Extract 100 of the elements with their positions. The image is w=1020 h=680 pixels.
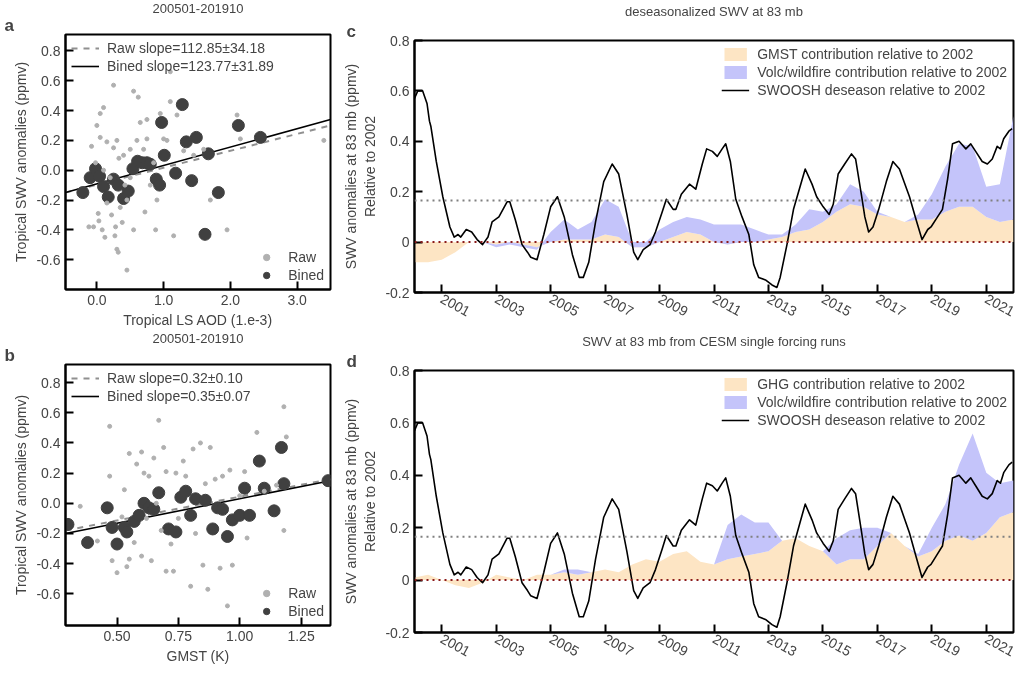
- legend-label: Raw slope=112.85±34.18: [107, 40, 266, 56]
- point: [217, 565, 223, 571]
- x-tick-label: 2015: [819, 290, 855, 320]
- point: [274, 482, 280, 488]
- y-tick-label: 0.8: [41, 374, 61, 391]
- x-tick-label: 2.0: [220, 291, 241, 308]
- point: [77, 503, 83, 509]
- point: [180, 458, 186, 464]
- y-tick-label: 0.6: [41, 404, 61, 421]
- point: [190, 446, 196, 452]
- x-tick-label: 1.25: [287, 627, 315, 644]
- point: [107, 473, 113, 479]
- point: [207, 444, 213, 450]
- y-tick-label: 0.8: [390, 32, 410, 49]
- point: [148, 558, 154, 564]
- point: [197, 440, 203, 446]
- legend-label: Volc/wildfire contribution relative to 2002: [757, 64, 1007, 80]
- text: a: [4, 15, 15, 35]
- x-tick-label: 0.50: [103, 627, 131, 644]
- y-axis-title: Tropical SWV anomalies (ppmv): [13, 61, 30, 263]
- x-tick-label: 2007: [601, 630, 637, 660]
- point: [139, 449, 145, 455]
- x-tick-label: 2015: [819, 630, 855, 660]
- legend-label: Raw slope=0.32±0.10: [107, 370, 243, 386]
- chart-title: SWV at 83 mb from CESM single forcing runs: [582, 333, 847, 349]
- y-axis-title: Tropical SWV anomalies (ppmv): [13, 394, 30, 596]
- text: b: [4, 345, 15, 365]
- legend-label: GMST contribution relative to 2002: [757, 46, 974, 62]
- point: [193, 530, 199, 536]
- point: [161, 444, 167, 450]
- legend-label: Raw: [288, 585, 317, 601]
- y-tick-label: 0.2: [390, 519, 410, 536]
- point: [156, 417, 162, 423]
- x-tick-label: 2009: [655, 290, 691, 320]
- y-tick-label: 0.6: [390, 82, 410, 99]
- x-tick-label: 2013: [764, 290, 800, 320]
- y-tick-label: 0.2: [41, 132, 61, 149]
- legend-label: SWOOSH deseason relative to 2002: [757, 412, 986, 428]
- y-tick-label: 0.8: [41, 42, 61, 59]
- point: [220, 473, 226, 479]
- x-tick-label: 2021: [982, 290, 1018, 320]
- legend-label: Bined slope=123.77±31.89: [107, 58, 274, 74]
- x-tick-label: 2017: [873, 630, 909, 660]
- point: [173, 470, 179, 476]
- legend-label: SWOOSH deseason relative to 2002: [757, 82, 986, 98]
- point: [224, 603, 230, 609]
- point: [94, 538, 100, 544]
- y-tick-label: 0.2: [41, 465, 61, 482]
- point: [170, 568, 176, 574]
- point: [119, 514, 125, 520]
- x-tick-label: 2019: [927, 290, 964, 320]
- y-axis-title: SWV anomalies at 83 mb (ppmv) Relative to 2002: [343, 63, 379, 270]
- y-tick-label: 0.2: [390, 183, 410, 200]
- x-tick-label: 2001: [437, 630, 474, 660]
- point: [114, 570, 120, 576]
- x-tick-label: 1.0: [153, 291, 174, 308]
- legend-label: Bined: [288, 267, 324, 283]
- y-tick-label: -0.2: [36, 192, 61, 209]
- x-tick-label: 0.0: [87, 291, 107, 308]
- point: [183, 473, 189, 479]
- y-tick-label: 0.0: [41, 162, 61, 179]
- y-axis-title: SWV anomalies at 83 mb (ppmv) Relative to 2002: [343, 398, 379, 605]
- x-tick-label: 2005: [546, 290, 582, 320]
- y-tick-label: -0.2: [385, 284, 410, 301]
- x-tick-label: 1.00: [226, 627, 254, 644]
- point: [237, 493, 243, 499]
- y-tick-label: 0.4: [390, 133, 410, 150]
- point: [168, 541, 174, 547]
- x-tick-label: 2007: [601, 290, 637, 320]
- y-tick-label: -0.4: [36, 555, 61, 572]
- point: [254, 429, 260, 435]
- point: [158, 527, 164, 533]
- point: [109, 558, 115, 564]
- point: [163, 568, 169, 574]
- x-tick-label: 2013: [764, 630, 800, 660]
- text: c: [346, 21, 356, 41]
- y-tick-label: 0.4: [390, 467, 410, 484]
- point: [143, 515, 149, 521]
- y-tick-label: -0.6: [36, 251, 61, 268]
- point: [229, 562, 235, 568]
- point: [281, 527, 287, 533]
- x-tick-label: 2003: [492, 630, 528, 660]
- point: [131, 540, 137, 546]
- y-tick-label: -0.2: [385, 624, 410, 641]
- legend-label: Bined slope=0.35±0.07: [107, 388, 251, 404]
- point: [202, 481, 208, 487]
- x-tick-label: 2019: [927, 630, 964, 660]
- legend-label: Bined: [288, 603, 324, 619]
- point: [188, 583, 194, 589]
- x-axis-title: GMST (K): [166, 647, 230, 664]
- y-tick-label: 0.0: [41, 495, 61, 512]
- chart-title: 200501-201910: [152, 0, 244, 16]
- point: [244, 535, 250, 541]
- chart-title: 200501-201910: [152, 330, 244, 346]
- x-axis-title: Tropical LS AOD (1.e-3): [123, 311, 273, 328]
- point: [281, 404, 287, 410]
- x-tick-label: 2003: [492, 290, 528, 320]
- point: [126, 556, 132, 562]
- y-tick-label: 0.8: [390, 362, 410, 379]
- y-tick-label: 0.6: [41, 72, 61, 89]
